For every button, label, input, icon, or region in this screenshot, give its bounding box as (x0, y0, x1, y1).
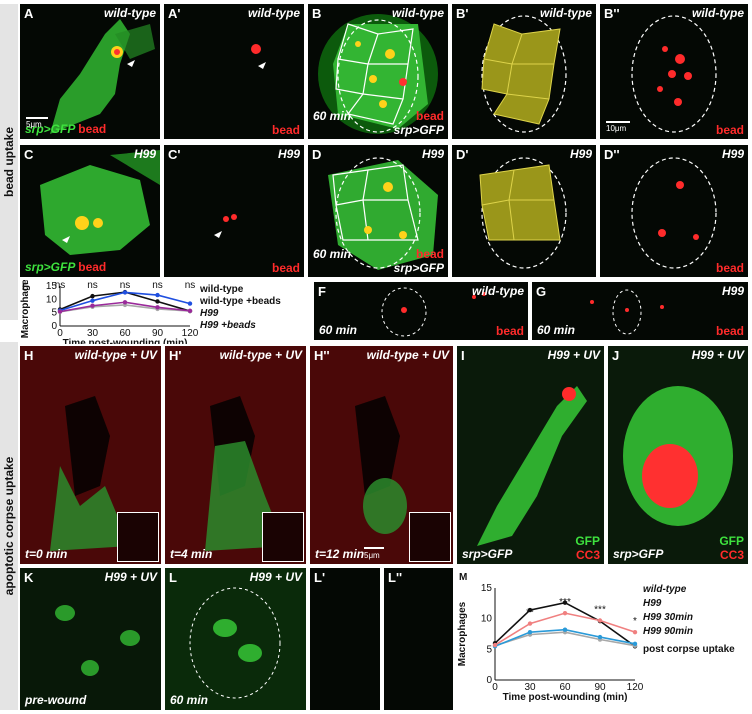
data-point (90, 303, 95, 308)
legend-entry: wild-type (199, 284, 244, 295)
significance-label: ** (526, 608, 534, 619)
y-tick-label: 10 (481, 614, 493, 625)
panel-A-image (50, 19, 155, 134)
legend-entry: wild-type +beads (199, 296, 281, 307)
panel-D-prime: D' H99 (452, 145, 596, 277)
data-point (57, 309, 63, 314)
chart-M: M 0 30 60 90 120 0 5 10 15 Time post-wounding (min… (457, 568, 748, 710)
panel-D: D H99 60 min bead srp>GFP (308, 145, 448, 277)
data-point (155, 292, 160, 298)
legend-entry: H99 90min (643, 626, 693, 637)
inset (262, 512, 304, 562)
data-point (187, 308, 193, 313)
chart-label: M (459, 572, 467, 583)
data-point (155, 305, 160, 310)
legend-entry: H99 +beads (200, 320, 256, 331)
x-tick-label: 0 (57, 328, 63, 339)
significance-label: ns (185, 280, 196, 291)
data-point (492, 642, 498, 648)
data-point (90, 293, 95, 299)
significance-label: ns (152, 280, 163, 291)
legend-entry: wild-type (643, 584, 687, 595)
legend-entry: H99 30min (643, 612, 693, 623)
panel-D-double-prime: D'' H99 bead (600, 145, 748, 277)
panel-H-prime: H' wild-type + UV t=4 min (165, 346, 306, 564)
scale-bar (606, 121, 630, 123)
x-tick-label: 0 (492, 682, 498, 693)
chart-E: E 0 30 60 90 120 0 5 10 15 Time post-wounding (min… (20, 280, 310, 344)
y-axis-label: Macrophages (20, 280, 31, 338)
significance-label: * (633, 616, 637, 627)
panel-F: F wild-type 60 min bead (314, 282, 528, 340)
panel-L: L H99 + UV 60 min (165, 568, 306, 710)
inset (117, 512, 159, 562)
x-tick-label: 30 (524, 682, 536, 693)
x-tick-label: 60 (119, 328, 131, 339)
panel-H-double-prime: H'' wild-type + UV t=12 min 5μm (310, 346, 453, 564)
y-tick-label: 5 (486, 644, 492, 655)
section-label-bead-uptake: bead uptake (0, 4, 18, 320)
x-axis-label: Time post-wounding (min) (63, 338, 188, 344)
panel-K: K H99 + UV pre-wound (20, 568, 161, 710)
panel-B-double-prime: B'' wild-type bead 10μm (600, 4, 748, 139)
chart-M-svg: M 0 30 60 90 120 0 5 10 15 Time post-wounding (min… (457, 572, 735, 703)
y-tick-label: 15 (46, 281, 58, 292)
panel-B-prime: B' wild-type (452, 4, 596, 139)
y-axis-label: Macrophages (457, 601, 468, 666)
x-tick-label: 120 (627, 682, 644, 693)
data-point (122, 300, 128, 305)
panel-A-prime: A' wild-type bead (164, 4, 304, 139)
data-point (187, 301, 193, 306)
y-tick-label: 5 (51, 308, 57, 319)
x-tick-label: 60 (559, 682, 571, 693)
data-point (122, 290, 128, 295)
panel-L-prime: L' (310, 568, 380, 710)
data-point (562, 610, 568, 616)
y-tick-label: 10 (46, 294, 58, 305)
data-point (527, 621, 533, 626)
y-tick-label: 0 (51, 321, 57, 332)
data-point (527, 607, 533, 613)
panel-L-double-prime: L'' (384, 568, 453, 710)
panel-H: H wild-type + UV t=0 min (20, 346, 161, 564)
data-point (597, 618, 603, 623)
panel-J: J H99 + UV srp>GFP GFP CC3 (608, 346, 748, 564)
x-axis-label: Time post-wounding (min) (503, 692, 628, 703)
significance-label: *** (594, 605, 606, 616)
panel-A: A wild-type srp>GFP bead 5μm (20, 4, 160, 139)
significance-label: ns (55, 280, 66, 291)
data-point (632, 629, 638, 635)
significance-label: ns (120, 280, 131, 291)
panel-C: C H99 srp>GFP bead (20, 145, 160, 277)
legend-entry: H99 (643, 598, 662, 609)
data-point (527, 629, 533, 635)
data-point (597, 634, 603, 640)
panel-I: I H99 + UV srp>GFP GFP CC3 (457, 346, 604, 564)
data-point (155, 299, 160, 304)
scale-bar (26, 117, 48, 119)
data-point (90, 298, 95, 303)
x-tick-label: 30 (87, 328, 99, 339)
significance-label: ns (87, 280, 98, 291)
section-label-apoptotic-corpse-uptake: apoptotic corpse uptake (0, 342, 18, 710)
y-tick-label: 0 (486, 675, 492, 686)
y-tick-label: 15 (481, 583, 493, 594)
x-tick-label: 90 (152, 328, 164, 339)
inset (409, 512, 451, 562)
data-point (632, 641, 638, 647)
scale-bar (364, 547, 384, 549)
x-tick-label: 120 (182, 328, 199, 339)
data-point (562, 600, 568, 605)
significance-label: *** (559, 597, 571, 608)
data-point (562, 627, 568, 632)
legend-footnote: post corpse uptake (643, 644, 735, 655)
panel-G: G H99 60 min bead (532, 282, 748, 340)
panel-C-prime: C' H99 bead (164, 145, 304, 277)
panel-B: B wild-type 60 min bead srp>GFP (308, 4, 448, 139)
legend-entry: H99 (200, 308, 219, 319)
chart-label: E (22, 282, 29, 293)
x-tick-label: 90 (594, 682, 606, 693)
